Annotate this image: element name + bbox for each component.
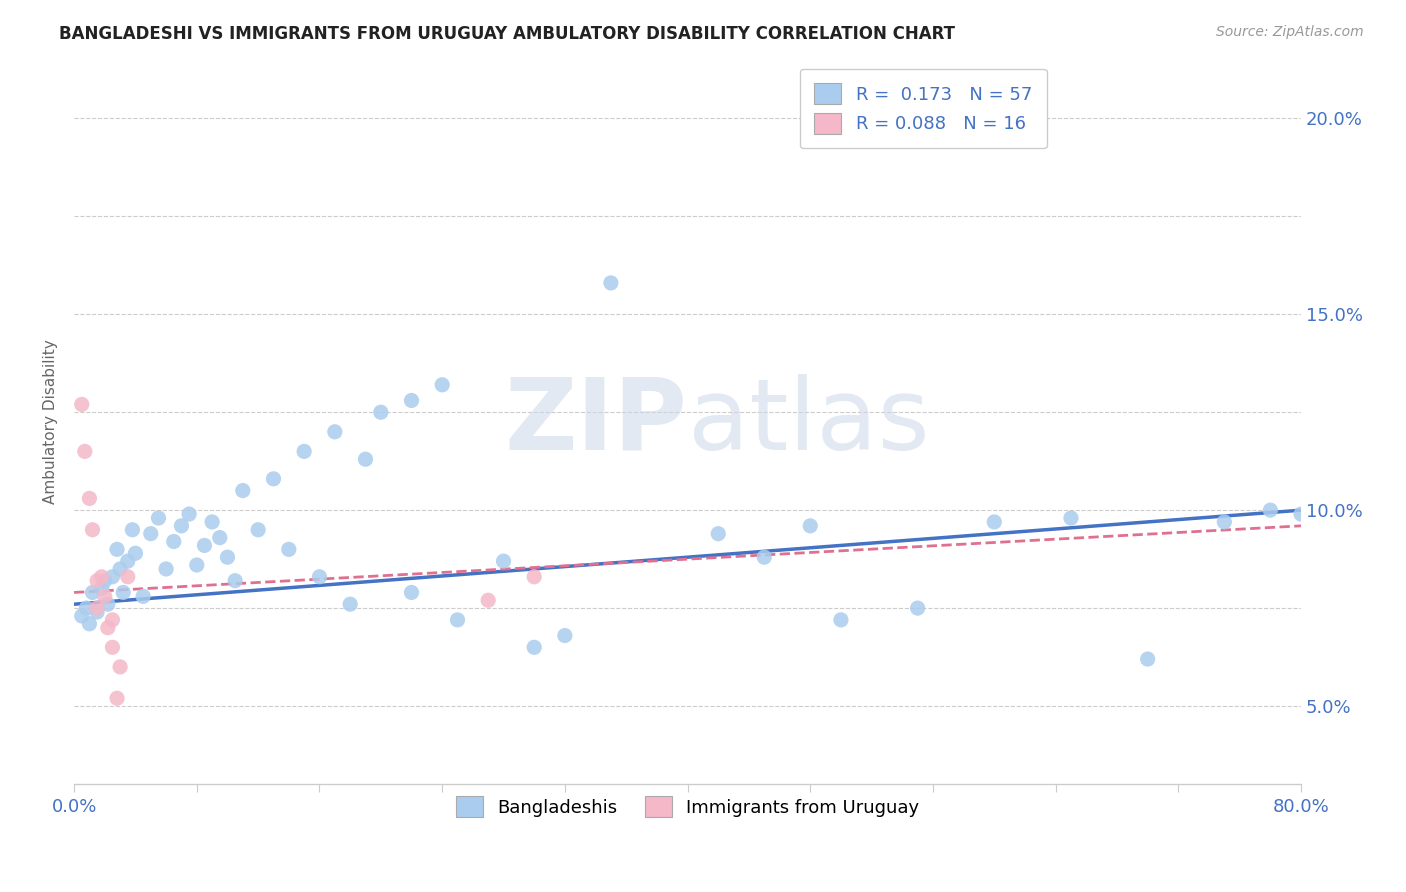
Point	[983, 515, 1005, 529]
Point	[86, 574, 108, 588]
Point	[232, 483, 254, 498]
Point	[163, 534, 186, 549]
Legend: Bangladeshis, Immigrants from Uruguay: Bangladeshis, Immigrants from Uruguay	[447, 788, 928, 826]
Point	[430, 377, 453, 392]
Point	[117, 570, 139, 584]
Point	[82, 523, 104, 537]
Point	[90, 570, 112, 584]
Point	[148, 511, 170, 525]
Point	[79, 491, 101, 506]
Point	[492, 554, 515, 568]
Point	[370, 405, 392, 419]
Point	[117, 554, 139, 568]
Text: Source: ZipAtlas.com: Source: ZipAtlas.com	[1216, 25, 1364, 39]
Point	[121, 523, 143, 537]
Point	[446, 613, 468, 627]
Point	[277, 542, 299, 557]
Text: ZIP: ZIP	[505, 374, 688, 470]
Point	[97, 621, 120, 635]
Point	[224, 574, 246, 588]
Point	[208, 531, 231, 545]
Point	[86, 605, 108, 619]
Point	[201, 515, 224, 529]
Point	[139, 526, 162, 541]
Point	[523, 570, 546, 584]
Point	[108, 562, 131, 576]
Point	[101, 570, 124, 584]
Point	[339, 597, 361, 611]
Point	[105, 691, 128, 706]
Point	[94, 590, 117, 604]
Point	[101, 613, 124, 627]
Point	[477, 593, 499, 607]
Point	[112, 585, 135, 599]
Text: atlas: atlas	[688, 374, 929, 470]
Point	[323, 425, 346, 439]
Point	[308, 570, 330, 584]
Point	[1260, 503, 1282, 517]
Point	[70, 609, 93, 624]
Point	[79, 616, 101, 631]
Point	[354, 452, 377, 467]
Point	[94, 574, 117, 588]
Point	[754, 550, 776, 565]
Point	[70, 397, 93, 411]
Y-axis label: Ambulatory Disability: Ambulatory Disability	[44, 340, 58, 504]
Text: BANGLADESHI VS IMMIGRANTS FROM URUGUAY AMBULATORY DISABILITY CORRELATION CHART: BANGLADESHI VS IMMIGRANTS FROM URUGUAY A…	[59, 25, 955, 43]
Point	[124, 546, 146, 560]
Point	[707, 526, 730, 541]
Point	[82, 585, 104, 599]
Point	[75, 601, 97, 615]
Point	[101, 640, 124, 655]
Point	[523, 640, 546, 655]
Point	[554, 628, 576, 642]
Point	[179, 507, 201, 521]
Point	[86, 601, 108, 615]
Point	[599, 276, 621, 290]
Point	[292, 444, 315, 458]
Point	[170, 519, 193, 533]
Point	[105, 542, 128, 557]
Point	[217, 550, 239, 565]
Point	[97, 597, 120, 611]
Point	[247, 523, 270, 537]
Point	[907, 601, 929, 615]
Point	[108, 660, 131, 674]
Point	[799, 519, 821, 533]
Point	[1289, 507, 1312, 521]
Point	[1136, 652, 1159, 666]
Point	[401, 585, 423, 599]
Point	[193, 538, 215, 552]
Point	[155, 562, 177, 576]
Point	[263, 472, 285, 486]
Point	[90, 582, 112, 596]
Point	[132, 590, 155, 604]
Point	[830, 613, 852, 627]
Point	[1213, 515, 1236, 529]
Point	[1060, 511, 1083, 525]
Point	[73, 444, 96, 458]
Point	[401, 393, 423, 408]
Point	[186, 558, 208, 572]
